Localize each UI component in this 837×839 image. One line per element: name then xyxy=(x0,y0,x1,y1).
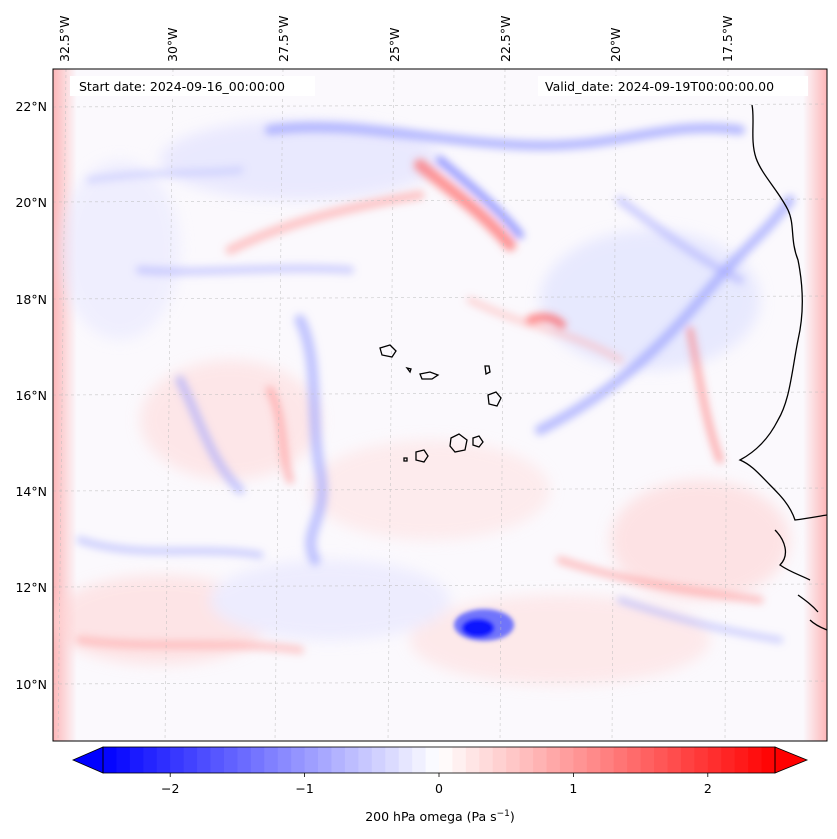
colorbar-segment xyxy=(116,747,131,773)
colorbar-segment xyxy=(492,747,507,773)
colorbar-segment xyxy=(506,747,521,773)
colorbar-segment xyxy=(358,747,373,773)
colorbar-segment xyxy=(237,747,252,773)
colorbar-segment xyxy=(600,747,615,773)
colorbar-segment xyxy=(344,747,359,773)
colorbar-segment xyxy=(533,747,548,773)
gridlines xyxy=(53,69,827,741)
colorbar-segment xyxy=(452,747,467,773)
colorbar-tick-label: 2 xyxy=(704,781,712,796)
lon-label: 27.5°W xyxy=(276,16,291,62)
omega-field xyxy=(53,69,827,741)
colorbar-segment xyxy=(143,747,158,773)
colorbar-segment xyxy=(304,747,319,773)
colorbar-segment xyxy=(291,747,306,773)
colorbar-extend-low xyxy=(71,746,104,774)
colorbar-segment xyxy=(559,747,574,773)
start-date-label: Start date: 2024-09-16_00:00:00 xyxy=(79,79,285,94)
colorbar-segment xyxy=(734,747,749,773)
lon-label: 30°W xyxy=(165,27,180,62)
colorbar-segment xyxy=(654,747,668,773)
lat-label: 20°N xyxy=(15,195,47,210)
colorbar-segment xyxy=(398,747,413,773)
lon-label: 22.5°W xyxy=(498,16,513,62)
colorbar-segment xyxy=(573,747,588,773)
colorbar-extend-high xyxy=(774,746,809,774)
lat-label: 22°N xyxy=(15,99,47,114)
colorbar-segment xyxy=(264,747,279,773)
colorbar-segment xyxy=(613,747,628,773)
colorbar-segment xyxy=(667,747,682,773)
colorbar-segment xyxy=(331,747,346,773)
colorbar-segment xyxy=(479,747,494,773)
colorbar-segment xyxy=(680,747,695,773)
coastlines xyxy=(379,104,827,631)
colorbar-segments xyxy=(103,747,776,773)
colorbar-segment xyxy=(627,747,642,773)
lon-label: 25°W xyxy=(387,27,402,62)
lon-label: 32.5°W xyxy=(57,16,72,62)
colorbar-segment xyxy=(183,747,198,773)
colorbar-tick-label: −1 xyxy=(295,781,313,796)
colorbar-segment xyxy=(748,747,763,773)
colorbar-segment xyxy=(439,747,453,773)
colorbar-segment xyxy=(170,747,185,773)
colorbar-ticks: −2 −1 0 1 2 xyxy=(161,773,712,796)
lat-label: 18°N xyxy=(15,292,47,307)
colorbar-segment xyxy=(640,747,655,773)
colorbar-segment xyxy=(586,747,601,773)
colorbar-tick-label: 1 xyxy=(569,781,577,796)
colorbar-segment xyxy=(546,747,561,773)
colorbar-segment xyxy=(129,747,144,773)
colorbar-segment xyxy=(103,747,117,773)
colorbar-segment xyxy=(277,747,292,773)
colorbar-segment xyxy=(223,747,238,773)
colorbar-segment xyxy=(210,747,225,773)
colorbar-segment xyxy=(761,747,776,773)
colorbar-segment xyxy=(721,747,736,773)
colorbar-segment xyxy=(197,747,212,773)
valid-date-label: Valid_date: 2024-09-19T00:00:00.00 xyxy=(545,79,774,94)
lat-label: 10°N xyxy=(15,677,47,692)
colorbar-segment xyxy=(465,747,480,773)
map-panel xyxy=(52,68,828,742)
header: Start date: 2024-09-16_00:00:00 Valid_da… xyxy=(70,76,808,96)
colorbar-tick-label: 0 xyxy=(435,781,443,796)
colorbar-tick-label: −2 xyxy=(161,781,179,796)
colorbar-segment xyxy=(707,747,722,773)
colorbar-segment xyxy=(412,747,427,773)
colorbar-segment xyxy=(425,747,440,773)
lat-label: 14°N xyxy=(15,484,47,499)
lon-label: 20°W xyxy=(608,27,623,62)
colorbar-label: 200 hPa omega (Pa s−1) xyxy=(365,809,515,824)
latitude-labels: 22°N 20°N 18°N 16°N 14°N 12°N 10°N xyxy=(15,99,47,692)
colorbar-segment xyxy=(156,747,171,773)
colorbar-segment xyxy=(250,747,265,773)
lon-label: 17.5°W xyxy=(720,16,735,62)
colorbar: −2 −1 0 1 2 200 hPa omega (Pa s−1) xyxy=(71,746,809,824)
colorbar-segment xyxy=(318,747,332,773)
lat-label: 12°N xyxy=(15,580,47,595)
colorbar-segment xyxy=(371,747,386,773)
lat-label: 16°N xyxy=(15,388,47,403)
colorbar-segment xyxy=(519,747,534,773)
colorbar-segment xyxy=(385,747,400,773)
colorbar-segment xyxy=(694,747,709,773)
longitude-labels: 32.5°W 30°W 27.5°W 25°W 22.5°W 20°W 17.5… xyxy=(57,16,735,62)
